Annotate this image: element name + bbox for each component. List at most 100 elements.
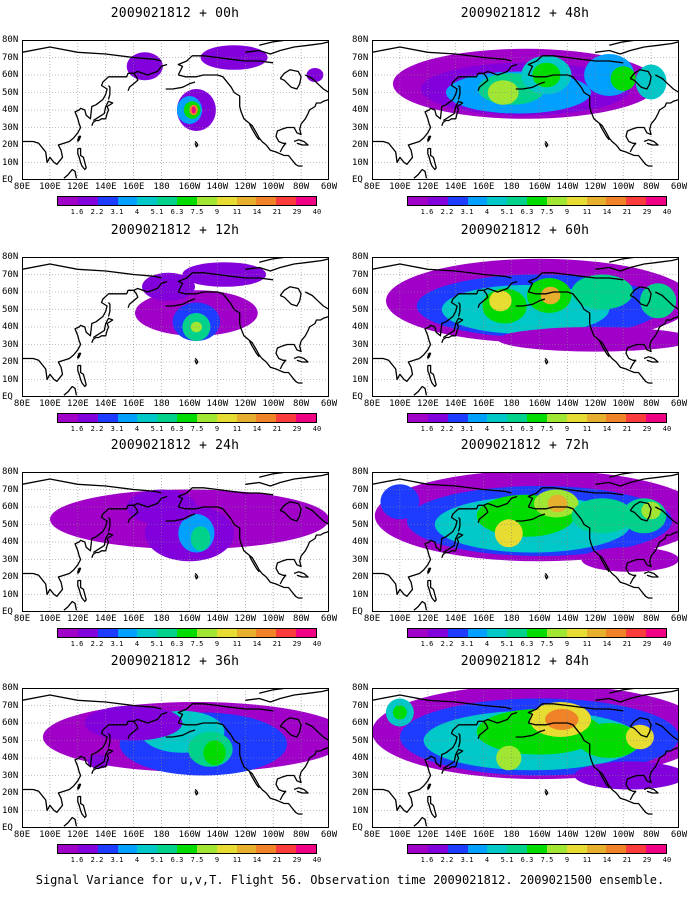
longitude-label: 140E <box>444 399 467 409</box>
variance-map <box>22 257 329 397</box>
colorbar-tick-label: 14 <box>602 856 612 864</box>
longitude-label: 100E <box>389 182 411 192</box>
colorbar-tick-label: 5.1 <box>150 856 164 864</box>
coastline <box>372 40 679 179</box>
forecast-panel: 2009021812 + 36h 80N 70N 60N 50N 40N 30N 20N 10N… <box>0 648 350 864</box>
colorbar-tick-label: 21 <box>622 425 632 433</box>
colorbar-tick-label: 7.5 <box>540 640 554 648</box>
variance-contour <box>190 526 211 551</box>
colorbar <box>407 413 667 423</box>
latitude-label: 40N <box>352 537 369 547</box>
longitude-label: 140W <box>556 830 579 840</box>
longitude-label: 120E <box>66 399 89 409</box>
colorbar-tick-label: 6.3 <box>170 208 184 216</box>
longitude-label: 160E <box>122 182 145 192</box>
colorbar-swatch <box>157 629 178 637</box>
colorbar-tick-label: 7.5 <box>540 856 554 864</box>
variance-contour <box>306 68 324 82</box>
colorbar <box>57 628 317 638</box>
latitude-label: 20N <box>2 140 19 150</box>
colorbar-tick-label: 21 <box>272 856 282 864</box>
longitude-label: 60W <box>670 830 688 840</box>
latitude-label: 50N <box>352 304 369 315</box>
colorbar-tick-label: 4 <box>484 425 490 433</box>
colorbar-swatch <box>408 845 428 853</box>
figure-caption: Signal Variance for u,v,T. Flight 56. Ob… <box>35 873 665 887</box>
colorbar-swatch <box>137 629 158 637</box>
colorbar-tick-label: 7.5 <box>190 208 204 216</box>
longitude-label: 100E <box>39 182 61 192</box>
longitude-label: 120W <box>584 830 607 840</box>
colorbar-swatch <box>216 629 237 637</box>
colorbar-tick-label: 21 <box>272 208 282 216</box>
latitude-label: EQ <box>352 175 363 185</box>
colorbar-tick-label: 7.5 <box>190 856 204 864</box>
panel-title: 2009021812 + 12h <box>110 223 240 238</box>
map-canvas <box>22 472 329 612</box>
colorbar-swatch <box>408 629 428 637</box>
colorbar <box>407 844 667 854</box>
colorbar-tick-label: 40 <box>662 425 672 433</box>
colorbar-swatch <box>487 629 508 637</box>
longitude-label: 120W <box>584 399 607 409</box>
longitude-label: 140E <box>94 614 117 624</box>
colorbar-tick-label: 6.3 <box>170 425 184 433</box>
colorbar-swatch <box>256 845 277 853</box>
forecast-panel: 2009021812 + 48h 80N 70N 60N 50N 40N 30N 20N 10N… <box>350 0 700 216</box>
longitude-label: 180 <box>153 614 170 624</box>
colorbar-swatch <box>276 629 297 637</box>
colorbar-swatch <box>606 629 627 637</box>
longitude-label: 120W <box>234 830 257 840</box>
longitude-label: 160E <box>472 182 495 192</box>
latitude-label: EQ <box>352 607 363 617</box>
longitude-label: 120E <box>66 182 89 192</box>
variance-contour <box>625 724 654 750</box>
longitude-label: 100E <box>389 830 411 840</box>
colorbar-swatch <box>507 414 528 422</box>
latitude-label: 60N <box>2 718 19 728</box>
longitude-label: 80E <box>13 614 31 624</box>
colorbar-tick-label: 21 <box>622 856 632 864</box>
colorbar-tick-label: 9 <box>564 208 570 216</box>
longitude-label: 120W <box>584 614 607 624</box>
colorbar-swatch <box>58 845 78 853</box>
colorbar <box>57 844 317 854</box>
latitude-label: 20N <box>2 788 19 798</box>
latitude-label: 10N <box>352 589 369 600</box>
longitude-label: 60W <box>670 614 688 624</box>
colorbar-swatch <box>606 197 627 205</box>
panel-title: 2009021812 + 36h <box>110 654 240 669</box>
colorbar-tick-label: 21 <box>622 640 632 648</box>
colorbar-swatch <box>236 629 257 637</box>
colorbar-swatch <box>276 414 297 422</box>
colorbar-swatch <box>196 414 217 422</box>
map-canvas <box>372 40 679 180</box>
longitude-label: 120E <box>416 399 439 409</box>
colorbar-tick-label: 29 <box>292 208 302 216</box>
colorbar-swatch <box>77 845 98 853</box>
longitude-label: 80E <box>363 830 381 840</box>
longitude-label: 140W <box>556 614 579 624</box>
latitude-label: 10N <box>2 589 19 600</box>
colorbar-swatch <box>606 414 627 422</box>
variance-map <box>22 688 329 828</box>
colorbar-swatch <box>117 197 138 205</box>
latitude-label: 70N <box>2 484 19 495</box>
colorbar-tick-label: 4 <box>134 856 140 864</box>
colorbar-swatch <box>236 197 257 205</box>
colorbar-tick-label: 6.3 <box>170 640 184 648</box>
colorbar-swatch <box>566 629 587 637</box>
panel-title: 2009021812 + 84h <box>460 654 590 669</box>
colorbar-tick-label: 6.3 <box>520 640 534 648</box>
colorbar-swatch <box>586 414 607 422</box>
colorbar-tick-label: 9 <box>214 640 220 648</box>
forecast-panel: 2009021812 + 60h 80N 70N 60N 50N 40N 30N 20N 10N… <box>350 217 700 433</box>
graticule <box>22 688 329 828</box>
colorbar-tick-label: 2.2 <box>90 208 104 216</box>
colorbar-swatch <box>606 845 627 853</box>
longitude-label: 140W <box>206 399 229 409</box>
longitude-label: 140E <box>94 830 117 840</box>
colorbar-swatch <box>236 414 257 422</box>
colorbar-tick-label: 40 <box>312 425 322 433</box>
colorbar-tick-label: 5.1 <box>150 208 164 216</box>
